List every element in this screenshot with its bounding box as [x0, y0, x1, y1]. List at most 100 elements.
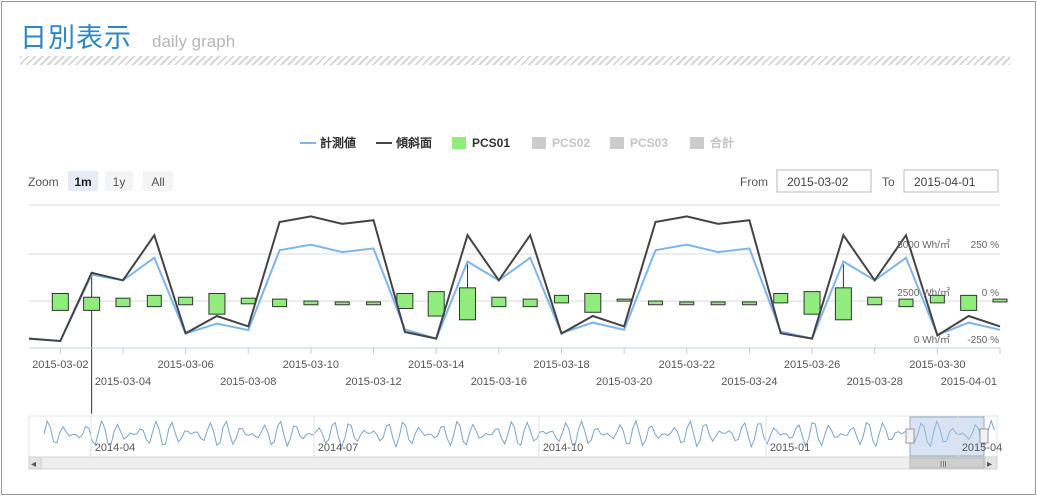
navigator-tick-label: 2015-04	[962, 442, 1002, 454]
page-header: 日別表示 daily graph	[20, 16, 235, 56]
scrollbar-thumb[interactable]	[909, 457, 985, 469]
from-label: From	[740, 175, 768, 189]
candle	[272, 298, 288, 308]
navigator-series	[43, 419, 995, 449]
candle-body	[303, 300, 319, 306]
candle-body	[240, 297, 256, 305]
candle-body	[647, 300, 663, 306]
navigator-tick-label: 2015-01	[770, 442, 810, 454]
candle-body	[710, 301, 726, 306]
candle	[522, 298, 538, 308]
x-axis: 2015-03-02 2015-03-06 2015-03-10 2015-03-14…	[29, 347, 1001, 388]
legend-item-0[interactable]: 計測値	[300, 135, 356, 150]
candle	[960, 294, 978, 311]
legend-label: 傾斜面	[395, 135, 432, 150]
candle-body	[366, 301, 382, 306]
candle	[616, 298, 632, 302]
candle-body	[427, 291, 445, 317]
candle-body	[178, 296, 194, 306]
candle-body	[522, 298, 538, 308]
to-date-input[interactable]	[903, 169, 999, 193]
navigator: 2014-04 2014-07 2014-10 2015-01 2015-04 ◂ ▸ …	[28, 415, 1002, 470]
zoom-button-label: 1y	[113, 175, 126, 189]
candle-body	[960, 294, 978, 311]
y-tick-label-pct: 0 %	[982, 288, 999, 299]
to-date-value: 2015-04-01	[914, 175, 976, 189]
candle-body	[51, 292, 69, 311]
x-tick-label: 2015-03-08	[220, 376, 276, 388]
y-tick-label-wh: 5000 Wh/㎡	[897, 239, 950, 251]
legend-item-5[interactable]: 合計	[690, 135, 734, 150]
candle-body	[929, 294, 945, 304]
legend-item-1[interactable]: 傾斜面	[376, 135, 432, 150]
candle-body	[898, 298, 914, 308]
y-tick-label-wh: 0 Wh/㎡	[914, 334, 950, 346]
candle-body	[773, 292, 789, 304]
from-date-input[interactable]	[776, 169, 872, 193]
legend-item-2[interactable]: PCS01	[452, 136, 510, 150]
candle-body	[679, 301, 695, 306]
candle-body	[584, 292, 602, 313]
zoom-button-label: All	[151, 175, 164, 189]
navigator-tick-label: 2014-07	[318, 442, 358, 454]
candle	[710, 301, 726, 306]
x-tick-label: 2015-03-04	[95, 376, 151, 388]
candle-body	[992, 298, 1008, 303]
date-range: From 2015-03-02 To 2015-04-01	[740, 169, 999, 193]
candle-body	[83, 296, 101, 311]
candle	[491, 296, 507, 308]
candle-body	[334, 301, 350, 306]
candle	[584, 292, 602, 313]
navigator-handle-right[interactable]	[979, 428, 989, 444]
navigator-selection[interactable]	[909, 416, 985, 457]
x-tick-label: 2015-03-22	[659, 359, 715, 371]
candle	[396, 292, 414, 310]
x-tick-label: 2015-03-10	[283, 359, 339, 371]
x-tick-label: 2015-04-01	[941, 376, 997, 388]
navigator-tick-label: 2014-04	[95, 442, 135, 454]
candle	[178, 296, 194, 306]
zoom-button-bg	[143, 171, 173, 191]
scrollbar-grip-icon: III	[940, 460, 947, 469]
candle	[867, 296, 883, 306]
candle-body	[834, 287, 852, 321]
scroll-right-button[interactable]	[984, 456, 998, 470]
navigator-frame	[28, 415, 998, 458]
x-tick-label: 2015-03-16	[471, 376, 527, 388]
scroll-left-button[interactable]	[28, 456, 42, 470]
x-tick-label: 2015-03-30	[909, 359, 965, 371]
legend-label: PCS01	[472, 136, 510, 150]
zoom-button-All[interactable]: All	[143, 171, 173, 191]
candle	[679, 301, 695, 306]
y-tick-label-pct: 250 %	[971, 240, 999, 251]
legend-label: 合計	[710, 135, 734, 150]
candle	[303, 300, 319, 306]
candle-body	[115, 297, 131, 308]
candle	[240, 297, 256, 305]
candle	[834, 264, 852, 321]
candle	[992, 298, 1008, 303]
scrollbar-track[interactable]	[28, 456, 998, 470]
zoom-button-1y[interactable]: 1y	[105, 171, 133, 191]
candle	[366, 301, 382, 306]
candle-body	[616, 298, 632, 302]
legend-box-icon	[532, 137, 546, 149]
y-axis-labels: 5000 Wh/㎡ 2500 Wh/㎡ 0 Wh/㎡ 250 % 0 % -250 %	[897, 239, 999, 346]
candle-body	[803, 291, 821, 315]
candle-body	[396, 292, 414, 310]
legend-item-3[interactable]: PCS02	[532, 136, 590, 150]
x-tick-label: 2015-03-28	[847, 376, 903, 388]
candle-body	[741, 301, 757, 306]
candle	[83, 271, 101, 414]
navigator-handle-left[interactable]	[905, 428, 915, 444]
zoom-controls: Zoom 1m 1y All	[28, 171, 173, 191]
candle	[334, 301, 350, 306]
candle	[773, 292, 789, 304]
scroll-left-arrow-icon: ◂	[31, 459, 36, 470]
legend-item-4[interactable]: PCS03	[610, 136, 668, 150]
page-title: 日別表示	[20, 23, 132, 54]
zoom-button-1m[interactable]: 1m	[68, 171, 98, 191]
legend-label: 計測値	[320, 135, 356, 150]
